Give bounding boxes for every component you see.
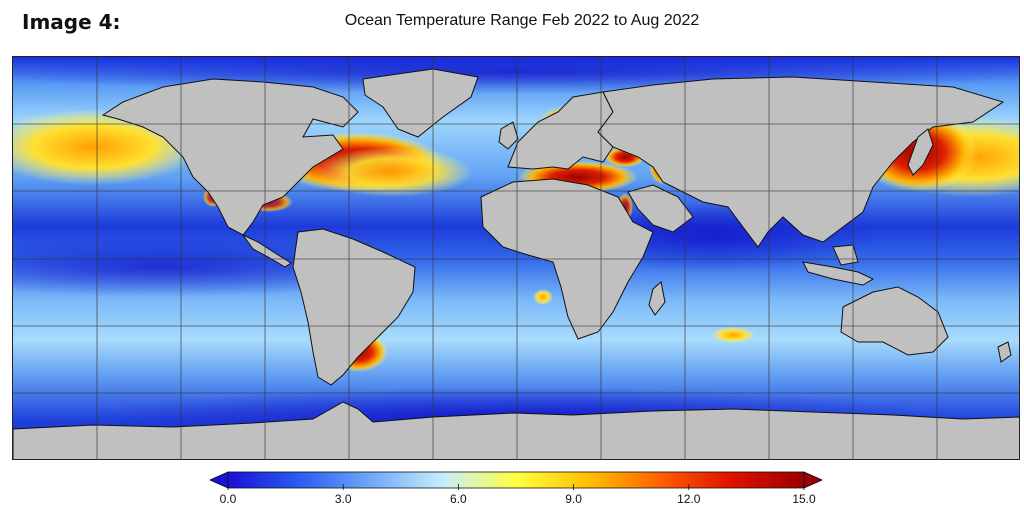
map-svg	[13, 57, 1019, 459]
land-arabia	[627, 184, 694, 233]
warm-indian-ocean	[711, 327, 755, 343]
land-australia	[840, 286, 949, 356]
colorbar-tick-label: 0.0	[219, 492, 237, 506]
world-map[interactable]	[12, 56, 1020, 460]
colorbar-svg	[209, 471, 823, 490]
colorbar-tick-label: 3.0	[334, 492, 352, 506]
colorbar-tick-label: 6.0	[450, 492, 467, 506]
land-north-america	[101, 78, 359, 236]
land-indonesia	[802, 261, 875, 286]
map-grid	[13, 57, 1019, 459]
land-antarctica	[13, 401, 1019, 459]
colorbar: 0.0 3.0 6.0 9.0 12.0 15.0	[209, 470, 823, 510]
land-japan	[907, 128, 934, 176]
colorbar-left-arrow	[209, 471, 229, 489]
land-new-zealand	[997, 341, 1012, 363]
colorbar-tick-label: 9.0	[565, 492, 582, 506]
land-madagascar	[648, 281, 666, 316]
warm-south-atlantic	[533, 289, 553, 305]
land-uk	[498, 121, 519, 150]
land-south-america	[292, 228, 416, 386]
land-asia	[597, 76, 1005, 248]
colorbar-gradient	[227, 471, 805, 489]
colorbar-right-arrow	[803, 471, 823, 489]
map-title: Ocean Temperature Range Feb 2022 to Aug …	[344, 12, 700, 29]
colorbar-tick-label: 15.0	[792, 492, 816, 506]
colorbar-tick-label: 12.0	[677, 492, 701, 506]
land-greenland	[362, 68, 479, 138]
warm-north-atlantic	[313, 147, 473, 197]
image-label: Image 4:	[22, 10, 121, 34]
colorbar-tickmarks	[227, 484, 805, 490]
